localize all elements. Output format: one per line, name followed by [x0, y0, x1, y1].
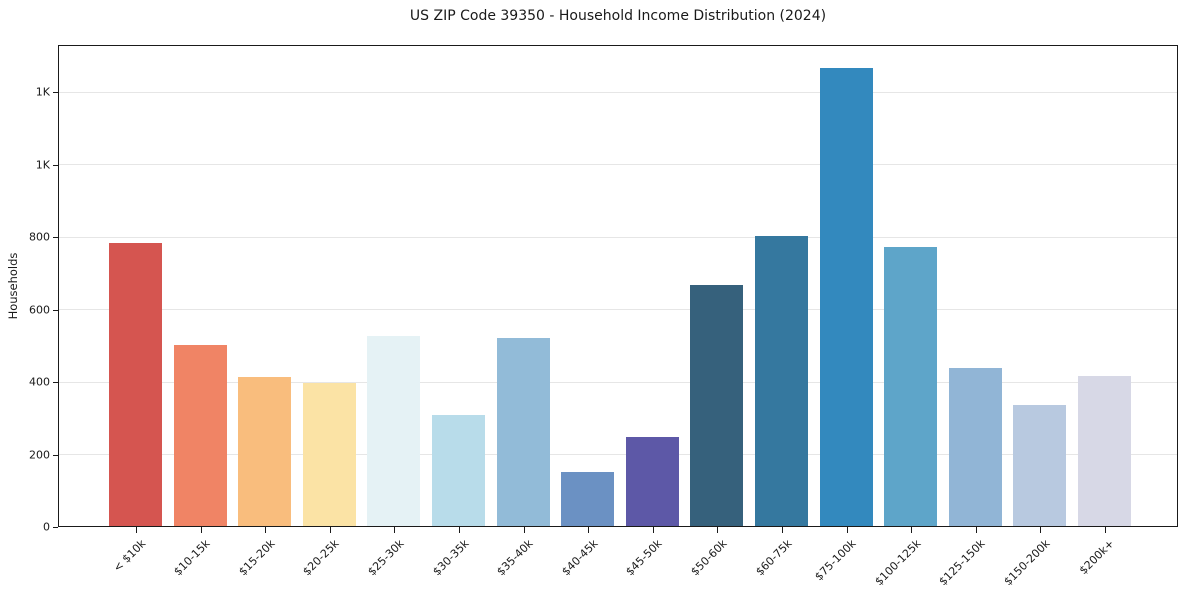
x-tick-mark — [652, 527, 654, 533]
x-tick-mark — [136, 527, 137, 533]
x-tick-mark — [1105, 527, 1106, 533]
x-tick-mark — [975, 527, 977, 533]
x-tick-label-text: $60-75k — [752, 537, 795, 579]
bar — [367, 335, 421, 526]
bar — [238, 377, 292, 526]
bar — [302, 382, 356, 526]
chart-title: US ZIP Code 39350 - Household Income Dis… — [409, 8, 827, 24]
gridline — [59, 454, 1177, 456]
gridline — [59, 236, 1177, 238]
x-tick-label-text: $125-150k — [936, 537, 988, 589]
bar — [884, 246, 938, 526]
bar — [496, 337, 550, 526]
bar — [561, 471, 615, 526]
x-tick-label-text: $75-100k — [812, 537, 859, 584]
y-tick-label: 400 — [29, 375, 50, 389]
y-tick-label: 800 — [29, 230, 50, 244]
y-tick-mark — [53, 237, 58, 239]
x-tick-label-text: $45-50k — [623, 537, 665, 579]
x-tick-mark — [846, 527, 848, 533]
x-tick-label-text: < $10k — [110, 537, 149, 575]
gridline — [59, 381, 1177, 383]
x-tick-mark — [782, 527, 783, 533]
y-tick-label: 200 — [29, 448, 50, 462]
x-tick-label-text: $25-30k — [365, 537, 407, 579]
x-tick-label-text: $15-20k — [236, 537, 278, 579]
x-tick-label-text: $150-200k — [1001, 537, 1053, 589]
x-tick-label-text: $40-45k — [559, 537, 601, 579]
x-tick-label-text: $50-60k — [688, 537, 730, 579]
bar — [173, 344, 227, 526]
y-tick-mark — [53, 309, 58, 311]
x-tick-label-text: $30-35k — [429, 537, 472, 579]
x-tick-mark — [459, 527, 460, 533]
x-tick-mark — [200, 527, 202, 533]
y-tick-label: 0 — [43, 520, 50, 534]
x-tick-label-text: $35-40k — [494, 537, 536, 579]
y-tick-label: 1K — [35, 85, 50, 99]
bar — [109, 243, 162, 526]
x-tick-mark — [265, 527, 267, 533]
bar — [1013, 404, 1067, 526]
x-tick-mark — [717, 527, 719, 533]
gridline — [59, 91, 1177, 93]
bar — [432, 415, 485, 526]
bar — [819, 67, 873, 526]
x-tick-label-text: $10-15k — [171, 537, 213, 579]
bar — [948, 368, 1002, 526]
x-tick-label-text: $20-25k — [300, 537, 342, 579]
x-tick-label-text: $100-125k — [872, 537, 924, 589]
y-tick-mark — [53, 164, 58, 166]
bar — [755, 236, 808, 526]
y-tick-mark — [53, 382, 58, 384]
gridline — [59, 309, 1177, 311]
bar — [625, 437, 679, 526]
x-tick-mark — [1040, 527, 1042, 533]
x-tick-mark — [394, 527, 396, 533]
bar — [690, 285, 744, 526]
x-tick-label-text: $200k+ — [1077, 537, 1118, 578]
y-tick-mark — [53, 527, 58, 528]
y-tick-mark — [53, 454, 58, 456]
gridline — [59, 164, 1177, 166]
x-tick-mark — [523, 527, 525, 533]
plot-area — [58, 45, 1178, 527]
x-tick-mark — [588, 527, 590, 533]
y-tick-label: 600 — [29, 303, 50, 317]
x-tick-mark — [911, 527, 913, 533]
y-tick-label: 1K — [35, 158, 50, 172]
y-tick-mark — [53, 92, 58, 94]
bar — [1078, 375, 1131, 526]
x-tick-mark — [329, 527, 331, 533]
